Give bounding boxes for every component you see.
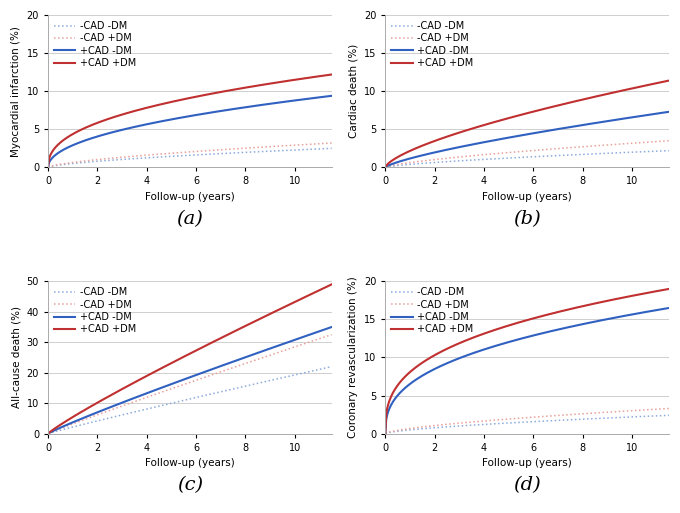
Text: (b): (b) [513,210,541,228]
Text: (a): (a) [176,210,203,228]
Y-axis label: Cardiac death (%): Cardiac death (%) [348,44,358,139]
Legend: -CAD -DM, -CAD +DM, +CAD -DM, +CAD +DM: -CAD -DM, -CAD +DM, +CAD -DM, +CAD +DM [387,283,477,339]
Y-axis label: Coronary revascularization (%): Coronary revascularization (%) [348,277,358,438]
Text: (d): (d) [513,476,541,494]
Y-axis label: All-cause death (%): All-cause death (%) [11,306,21,408]
X-axis label: Follow-up (years): Follow-up (years) [145,458,235,468]
Legend: -CAD -DM, -CAD +DM, +CAD -DM, +CAD +DM: -CAD -DM, -CAD +DM, +CAD -DM, +CAD +DM [50,283,140,339]
Y-axis label: Myocardial infarction (%): Myocardial infarction (%) [11,26,21,156]
Legend: -CAD -DM, -CAD +DM, +CAD -DM, +CAD +DM: -CAD -DM, -CAD +DM, +CAD -DM, +CAD +DM [50,17,140,72]
Legend: -CAD -DM, -CAD +DM, +CAD -DM, +CAD +DM: -CAD -DM, -CAD +DM, +CAD -DM, +CAD +DM [387,17,477,72]
X-axis label: Follow-up (years): Follow-up (years) [145,192,235,202]
X-axis label: Follow-up (years): Follow-up (years) [482,458,572,468]
Text: (c): (c) [177,476,203,494]
X-axis label: Follow-up (years): Follow-up (years) [482,192,572,202]
